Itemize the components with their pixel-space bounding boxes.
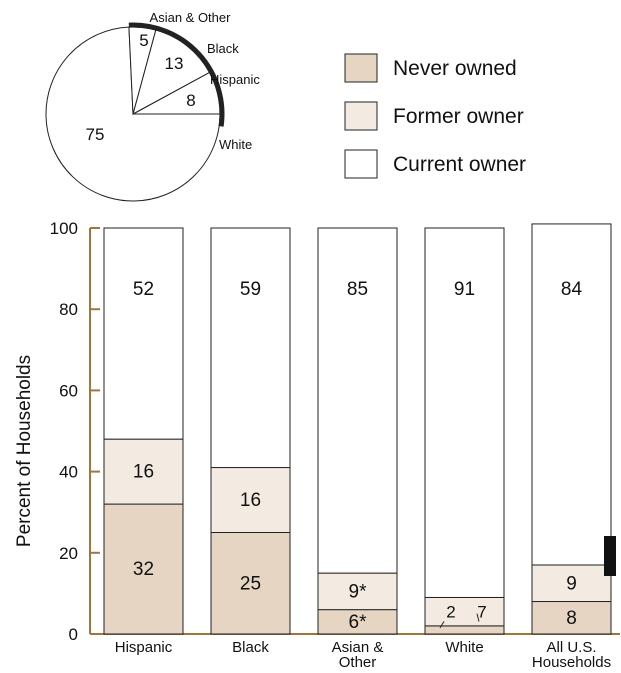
bar-segment-current-owner — [210, 227, 291, 469]
data-label-current-owner: 85 — [347, 279, 368, 300]
legend-label-current-owner: Current owner — [393, 153, 526, 176]
pie-chart: 75 813 5 White Hispanic Black Asian & Other — [45, 10, 260, 202]
x-category-label: Asian & — [332, 639, 384, 656]
bar-segment-former-owner — [317, 572, 398, 611]
data-label-current-owner: 91 — [454, 279, 475, 300]
pie-value-hispanic: 8 — [186, 91, 195, 110]
x-category-label: White — [445, 639, 483, 656]
data-label-never-owned: 32 — [133, 559, 154, 580]
bar-segment-current-owner — [103, 227, 184, 440]
legend-label-never-owned: Never owned — [393, 57, 517, 80]
data-label-current-owner: 59 — [240, 279, 261, 300]
y-tick-label: 100 — [50, 219, 78, 238]
pie-value-asian-other: 5 — [139, 31, 148, 50]
bar-segment-never-owned — [424, 625, 505, 635]
bar-segment-current-owner — [424, 227, 505, 598]
data-label-former-owner: 9* — [349, 581, 368, 602]
y-tick-label: 80 — [59, 300, 78, 319]
data-label-never-owned: 6* — [349, 612, 368, 633]
x-category-label: All U.S. — [546, 639, 596, 656]
pie-label-asian-other: Asian & Other — [150, 10, 232, 25]
y-axis-label: Percent of Households — [14, 355, 35, 547]
pie-value-white: 75 — [86, 125, 105, 144]
bar-segment-current-owner — [317, 227, 398, 574]
bar-segment-former-owner — [210, 467, 291, 534]
data-label-current-owner: 84 — [561, 279, 583, 300]
y-tick-label: 60 — [59, 381, 78, 400]
y-tick-label: 40 — [59, 463, 78, 482]
bar-segment-never-owned — [103, 503, 184, 635]
data-label-never-owned: 25 — [240, 573, 261, 594]
legend: Never owned Former owner Current owner — [344, 53, 526, 179]
legend-swatch-never-owned — [344, 53, 378, 83]
pie-rim-highlight — [128, 22, 225, 127]
bar-segment-never-owned — [531, 601, 612, 635]
x-category-label: Households — [532, 654, 611, 671]
data-label-former-owner: 16 — [133, 462, 154, 483]
y-tick-label: 20 — [59, 544, 78, 563]
bar-segment-former-owner — [531, 564, 612, 603]
bar-segment-former-owner — [424, 596, 505, 627]
pie-value-black: 13 — [165, 54, 184, 73]
x-category-label: Other — [339, 654, 377, 671]
data-label-former-owner: 9 — [566, 573, 577, 594]
legend-swatch-current-owner — [344, 149, 378, 179]
bar-segment-never-owned — [210, 532, 291, 635]
bar-segment-former-owner — [103, 438, 184, 505]
y-tick-label: 0 — [69, 625, 78, 644]
pie-label-hispanic: Hispanic — [210, 72, 260, 87]
pie-label-black: Black — [207, 41, 239, 56]
pie-label-white: White — [219, 137, 252, 152]
data-label-never-owned: 2 — [446, 602, 455, 621]
data-label-current-owner: 52 — [133, 279, 154, 300]
bar-segment-current-owner — [531, 223, 612, 566]
legend-swatch-former-owner — [344, 101, 378, 131]
legend-label-former-owner: Former owner — [393, 105, 524, 128]
data-label-never-owned: 8 — [566, 608, 577, 629]
data-label-former-owner: 16 — [240, 490, 261, 511]
x-category-label: Black — [232, 639, 269, 656]
data-label-former-owner: 7 — [477, 602, 486, 621]
callout-line — [476, 613, 480, 622]
callout-line — [439, 621, 445, 629]
side-marker — [604, 536, 616, 576]
x-category-label: Hispanic — [115, 639, 173, 656]
bar-segment-never-owned — [317, 609, 398, 635]
stacked-bar-chart: 0 20 40 60 80 100 Percent of Households 32 16 52 H… — [14, 219, 620, 671]
